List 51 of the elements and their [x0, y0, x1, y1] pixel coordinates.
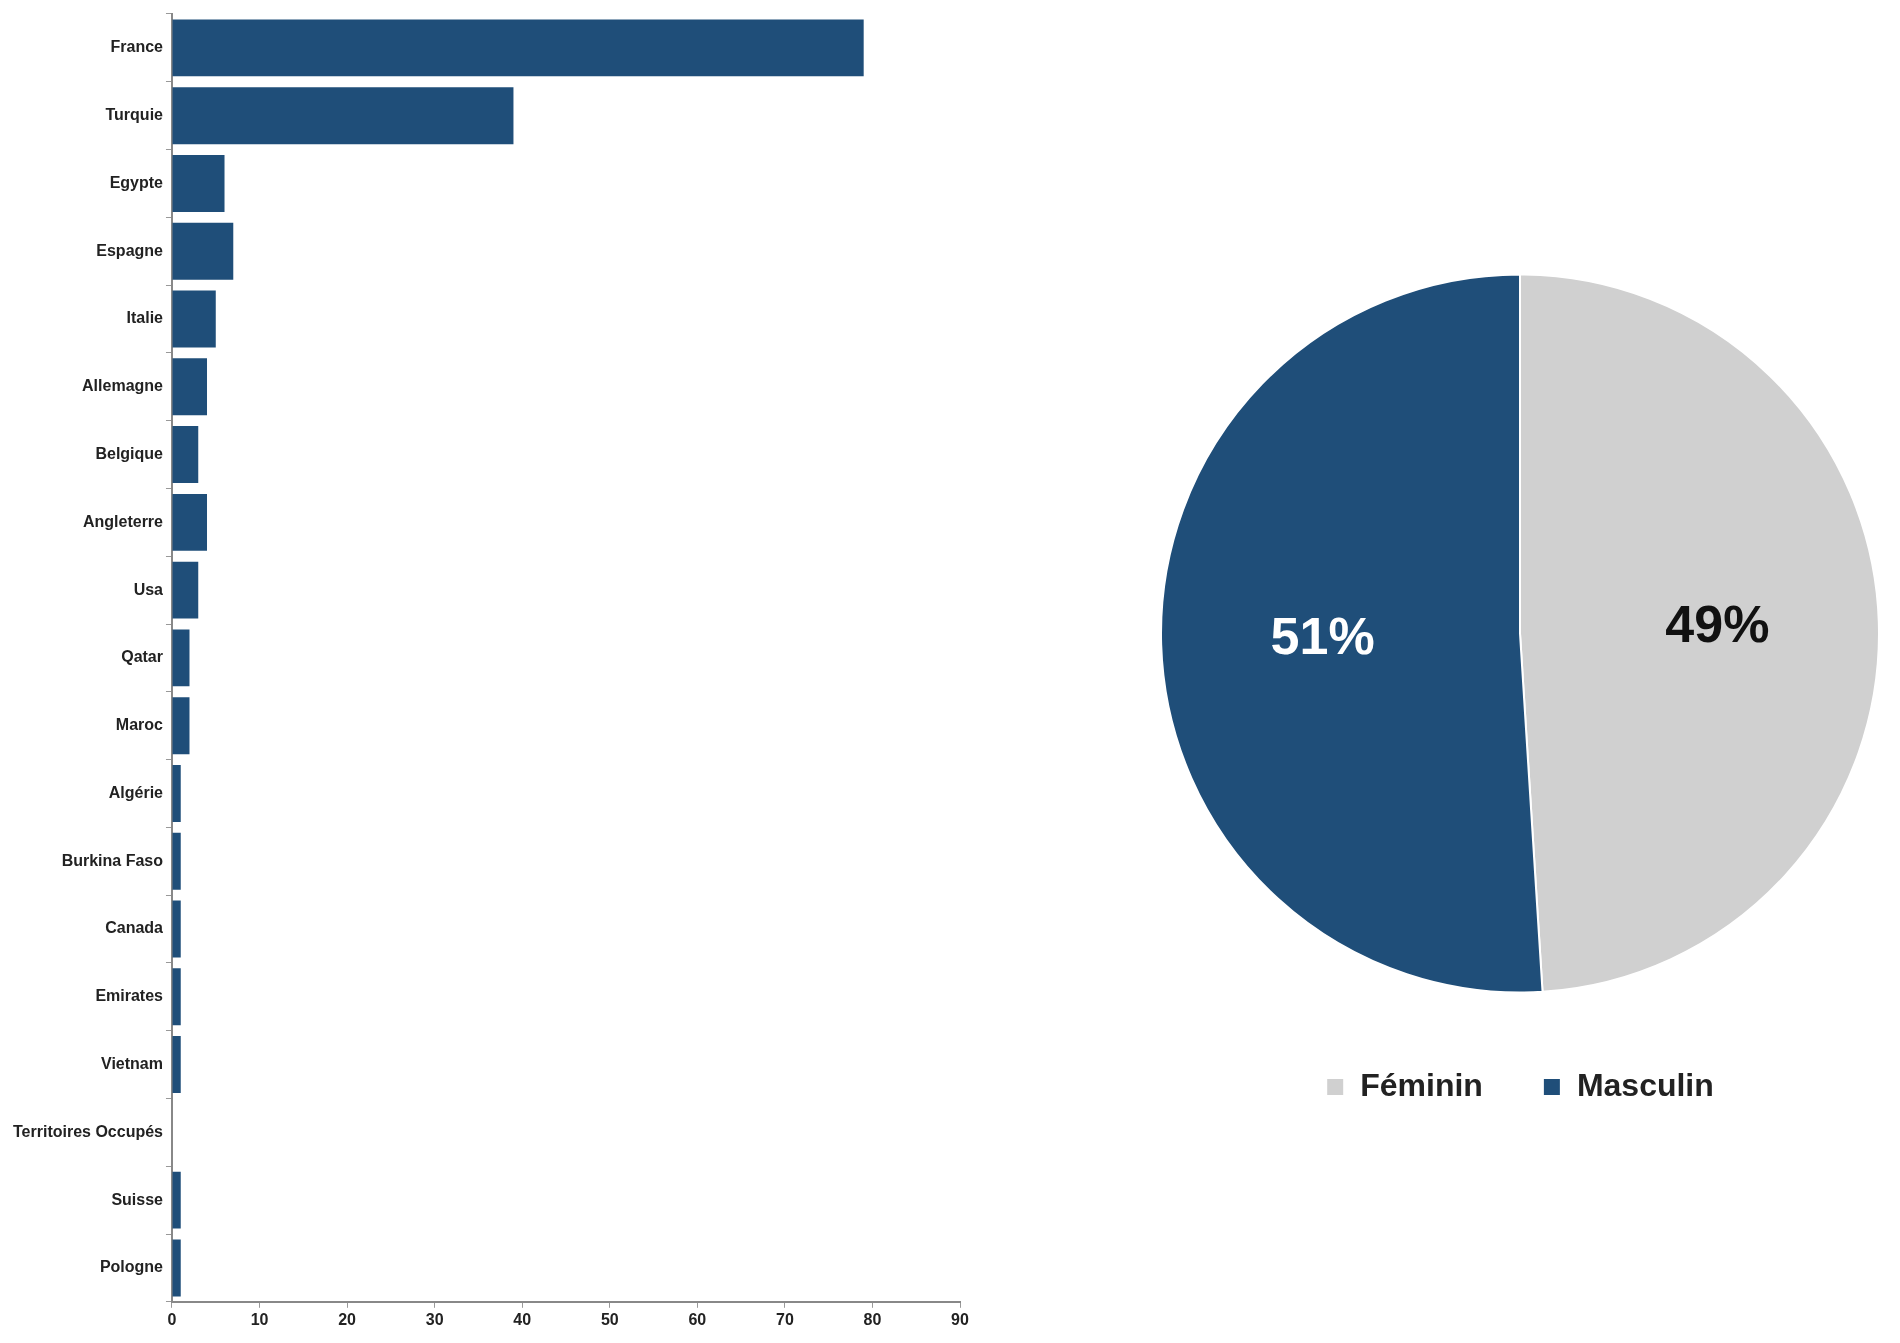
x-tick-label: 30	[425, 1310, 444, 1328]
legend-label: Féminin	[1360, 1066, 1483, 1103]
bar	[172, 87, 514, 145]
bar	[172, 154, 225, 212]
x-tick-label: 60	[688, 1310, 707, 1328]
y-tick-label: Angleterre	[82, 512, 164, 530]
bar	[172, 764, 181, 822]
bar	[172, 697, 190, 755]
x-tick-label: 80	[863, 1310, 882, 1328]
y-tick-label: Emirates	[95, 987, 164, 1005]
x-tick-label: 10	[250, 1310, 269, 1328]
y-tick-label: Suisse	[111, 1190, 164, 1208]
bar	[172, 358, 208, 416]
x-tick-label: 90	[951, 1310, 969, 1328]
bar	[172, 290, 216, 348]
y-tick-label: Turquie	[105, 106, 164, 124]
y-tick-label: Allemagne	[82, 377, 164, 395]
bar	[172, 900, 181, 958]
legend-label: Masculin	[1576, 1066, 1714, 1103]
bar	[172, 426, 199, 484]
y-tick-label: Canada	[105, 919, 164, 937]
x-tick-label: 50	[600, 1310, 619, 1328]
y-tick-label: France	[110, 38, 164, 56]
y-tick-label: Italie	[126, 309, 164, 327]
y-tick-label: Maroc	[115, 716, 164, 734]
y-tick-label: Espagne	[96, 241, 164, 259]
x-tick-label: 20	[338, 1310, 357, 1328]
data-label: 51%	[1270, 607, 1375, 666]
bar	[172, 1171, 181, 1229]
bar	[172, 968, 181, 1026]
bar	[172, 493, 208, 551]
bar	[172, 19, 864, 77]
y-tick-label: Territoires Occupés	[13, 1122, 164, 1140]
y-tick-label: Vietnam	[101, 1054, 163, 1072]
x-tick-label: 40	[513, 1310, 532, 1328]
y-tick-label: Qatar	[121, 648, 163, 666]
y-tick-label: Egypte	[109, 173, 164, 191]
y-tick-label: Belgique	[95, 444, 164, 462]
bar	[172, 561, 199, 619]
bar	[172, 629, 190, 687]
y-tick-label: Burkina Faso	[61, 851, 164, 869]
y-tick-label: Algérie	[108, 783, 164, 801]
y-tick-label: Pologne	[99, 1258, 164, 1276]
data-label: 49%	[1665, 594, 1770, 653]
y-tick-label: Usa	[133, 580, 164, 598]
x-tick-label: 0	[167, 1310, 177, 1328]
bar	[172, 1036, 181, 1094]
x-tick-label: 70	[775, 1310, 794, 1328]
bar	[172, 832, 181, 890]
bar	[172, 222, 234, 280]
bar	[172, 1239, 181, 1297]
